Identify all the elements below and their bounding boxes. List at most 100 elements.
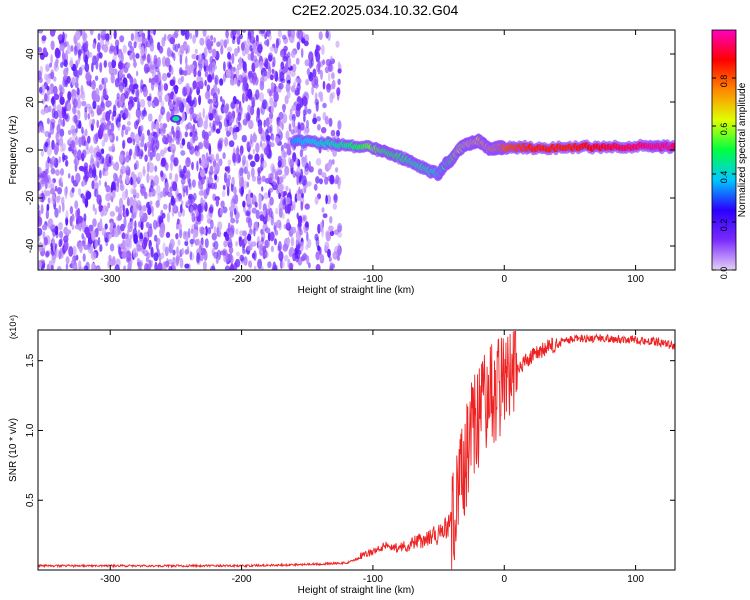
heatmap-cell (68, 246, 74, 257)
heatmap-cell (120, 183, 124, 191)
heatmap-cell (288, 262, 294, 269)
heatmap-cell (314, 196, 319, 205)
heatmap-cell (128, 150, 132, 161)
heatmap-cell (327, 248, 331, 258)
heatmap-cell (311, 85, 314, 96)
heatmap-cell (325, 230, 330, 238)
heatmap-cell (92, 118, 95, 126)
heatmap-cell (191, 179, 196, 188)
heatmap-cell (335, 174, 340, 184)
heatmap-cell (302, 96, 308, 107)
heatmap-cell (235, 147, 240, 156)
heatmap-cell (98, 84, 103, 91)
heatmap-cell (259, 140, 263, 148)
heatmap-cell (255, 209, 260, 220)
heatmap-cell (38, 166, 42, 176)
heatmap-cell (80, 87, 84, 99)
heatmap-cell (302, 109, 306, 116)
heatmap-cell (51, 139, 55, 150)
heatmap-cell (197, 53, 203, 65)
heatmap-cell (247, 104, 252, 114)
heatmap-cell (103, 44, 109, 53)
heatmap-cell (214, 173, 218, 181)
heatmap-cell (154, 74, 159, 83)
heatmap-cell (197, 203, 202, 213)
heatmap-cell (264, 58, 269, 70)
y-tick-label: 20 (25, 96, 36, 108)
heatmap-cell (99, 244, 103, 252)
heatmap-cell (201, 157, 205, 168)
heatmap-cell (294, 89, 300, 96)
heatmap-cell (50, 167, 56, 175)
heatmap-cell (112, 222, 116, 229)
heatmap-cell (279, 49, 285, 58)
heatmap-cell (140, 124, 144, 133)
heatmap-cell (165, 57, 171, 68)
heatmap-cell (196, 145, 200, 152)
heatmap-cell (72, 245, 77, 256)
heatmap-cell (215, 128, 221, 134)
heatmap-cell (157, 262, 163, 270)
heatmap-cell (295, 57, 300, 65)
heatmap-cell (317, 168, 323, 176)
heatmap-cell (281, 103, 287, 111)
heatmap-cell (84, 62, 90, 73)
heatmap-cell (169, 79, 176, 87)
heatmap-cell (53, 85, 58, 96)
heatmap-cell (119, 35, 125, 43)
heatmap-cell (265, 227, 271, 234)
heatmap-cell (153, 234, 158, 242)
heatmap-cell (331, 159, 335, 165)
heatmap-cell (116, 92, 120, 100)
heatmap-cell (312, 117, 318, 125)
y-tick-label: 0 (25, 147, 36, 153)
chart-title: C2E2.2025.034.10.32.G04 (291, 2, 459, 18)
heatmap-cell (109, 135, 113, 141)
heatmap-cell (47, 105, 52, 113)
heatmap-cell (269, 112, 274, 119)
heatmap-cell (180, 30, 186, 36)
heatmap-cell (135, 160, 139, 170)
heatmap-cell (269, 124, 273, 135)
heatmap-cell (198, 157, 202, 165)
heatmap-cell (314, 92, 318, 102)
heatmap-cell (229, 242, 233, 248)
heatmap-cell (232, 132, 238, 141)
heatmap-cell (88, 164, 93, 174)
heatmap-cell (117, 206, 122, 216)
heatmap-cell (327, 72, 331, 82)
heatmap-cell (218, 137, 224, 144)
heatmap-cell (228, 126, 233, 132)
heatmap-cell (231, 178, 235, 185)
heatmap-cell (166, 212, 170, 223)
heatmap-cell (271, 265, 278, 270)
heatmap-cell (129, 51, 133, 61)
heatmap-cell (182, 86, 188, 97)
heatmap-cell (151, 121, 154, 132)
heatmap-cell (135, 192, 140, 199)
heatmap-cell (203, 65, 206, 71)
heatmap-cell (70, 124, 76, 134)
heatmap-cell (151, 211, 154, 217)
heatmap-cell (55, 169, 60, 176)
heatmap-cell (263, 119, 266, 128)
heatmap-cell (110, 122, 115, 133)
heatmap-cell (75, 254, 79, 261)
heatmap-cell (54, 185, 58, 192)
heatmap-cell (76, 70, 80, 79)
y-tick-label: 1.0 (25, 423, 36, 437)
snr-series-line (38, 330, 675, 570)
heatmap-cell (191, 161, 194, 171)
heatmap-cell (128, 238, 132, 249)
heatmap-cell (105, 33, 110, 42)
heatmap-cell (315, 236, 320, 248)
heatmap-cell (228, 246, 234, 254)
heatmap-cell (314, 98, 320, 106)
heatmap-cell (166, 111, 171, 123)
heatmap-cell (223, 61, 226, 72)
heatmap-cell (148, 77, 152, 84)
heatmap-cell (172, 149, 175, 157)
heatmap-cell (130, 177, 133, 185)
heatmap-cell (127, 112, 131, 121)
